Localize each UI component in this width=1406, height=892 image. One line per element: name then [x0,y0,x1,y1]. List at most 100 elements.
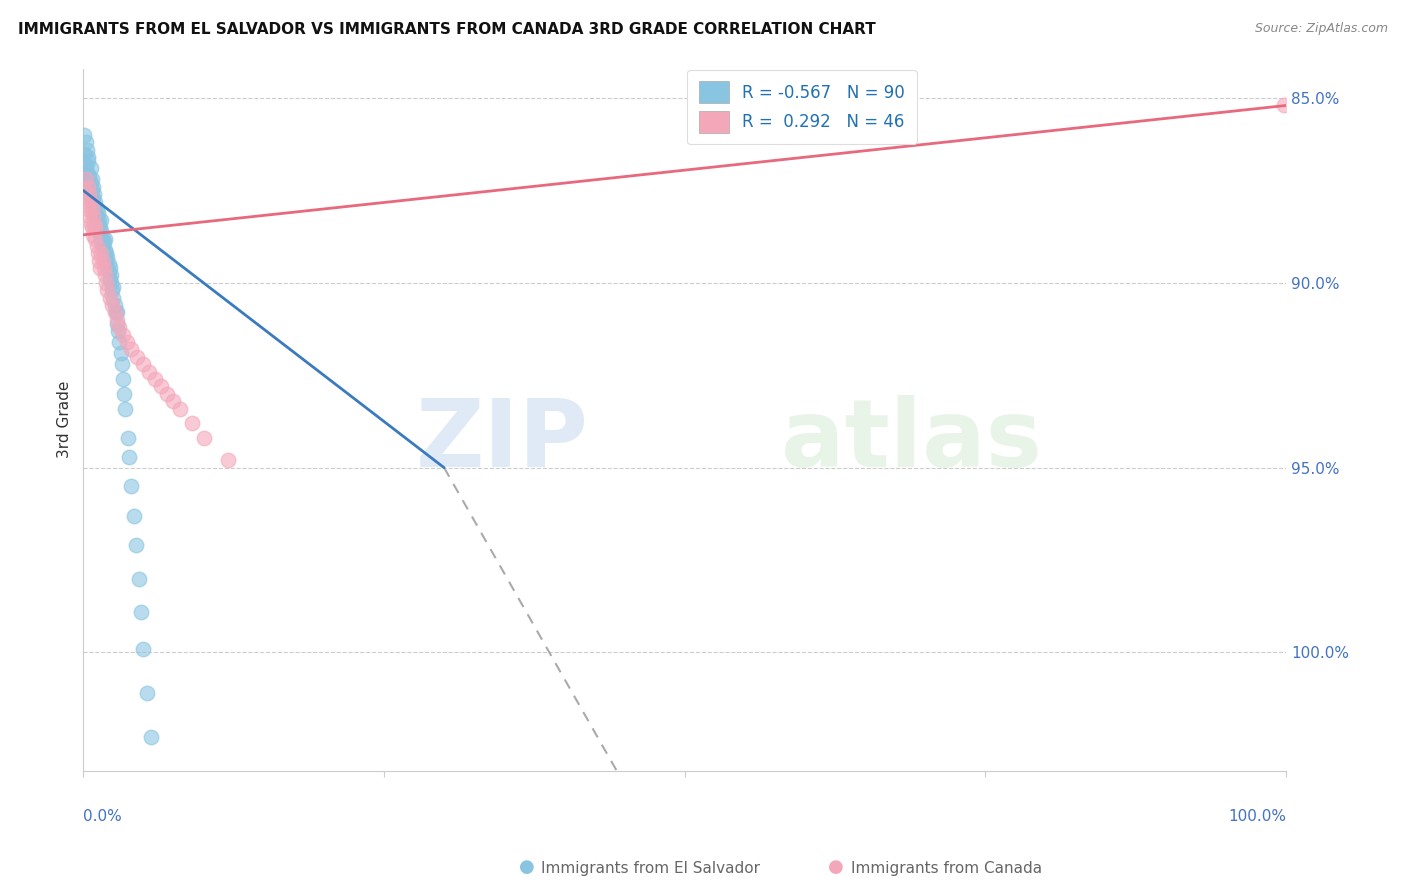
Point [79,169,101,183]
Point [94,250,117,264]
Point [77,150,100,164]
Point [79,179,101,194]
Point [111,357,134,371]
Point [94,243,117,257]
Point [82,210,104,224]
Point [83,217,105,231]
Point [90,213,112,227]
Point [145,782,167,797]
Point [100,268,122,283]
Text: ●: ● [519,858,534,876]
Point [87,217,110,231]
Point [94,231,117,245]
Point [77,202,100,216]
Point [84,194,107,209]
Point [103,279,125,293]
Point [82,191,104,205]
Point [139,731,162,745]
Point [128,572,150,586]
Point [73,128,96,142]
Point [180,417,202,431]
Point [94,268,117,283]
Point [84,205,107,219]
Point [75,165,97,179]
Point [115,334,138,349]
Point [79,176,101,190]
Point [138,365,160,379]
Point [91,231,114,245]
Point [103,291,125,305]
Text: IMMIGRANTS FROM EL SALVADOR VS IMMIGRANTS FROM CANADA 3RD GRADE CORRELATION CHAR: IMMIGRANTS FROM EL SALVADOR VS IMMIGRANT… [18,22,876,37]
Point [75,158,97,172]
Text: ●: ● [828,858,844,876]
Point [79,210,101,224]
Y-axis label: 3rd Grade: 3rd Grade [58,381,72,458]
Text: ZIP: ZIP [416,394,589,487]
Point [93,246,115,260]
Point [118,450,141,464]
Point [90,246,112,260]
Point [94,246,117,260]
Text: 0.0%: 0.0% [83,809,122,824]
Point [79,191,101,205]
Point [87,253,110,268]
Point [82,227,104,242]
Point [87,213,110,227]
Point [80,220,103,235]
Point [105,317,128,331]
Text: Immigrants from Canada: Immigrants from Canada [851,861,1042,876]
Point [93,261,115,276]
Text: atlas: atlas [780,394,1042,487]
Point [97,257,120,271]
Point [98,261,121,276]
Point [217,453,239,467]
Point [120,479,142,493]
Point [89,220,111,235]
Point [87,205,110,219]
Point [91,253,114,268]
Point [80,172,103,186]
Point [76,143,98,157]
Point [97,265,120,279]
Point [77,179,100,194]
Point [83,198,105,212]
Point [73,146,96,161]
Point [86,202,108,216]
Point [86,239,108,253]
Point [193,431,215,445]
Point [96,283,118,297]
Point [84,220,107,235]
Point [122,508,145,523]
Point [86,210,108,224]
Point [120,343,142,357]
Point [98,291,121,305]
Point [100,276,122,290]
Point [108,334,131,349]
Point [117,431,139,445]
Point [79,161,101,176]
Point [73,184,96,198]
Legend: R = -0.567   N = 90, R =  0.292   N = 46: R = -0.567 N = 90, R = 0.292 N = 46 [688,70,917,145]
Point [90,224,112,238]
Point [103,298,125,312]
Point [105,313,128,327]
Point [101,283,124,297]
Point [76,172,98,186]
Point [94,276,117,290]
Point [90,235,112,250]
Point [84,231,107,245]
Point [80,202,103,216]
Point [104,305,127,319]
Point [107,324,129,338]
Point [96,250,118,264]
Point [127,350,149,364]
Point [101,298,124,312]
Point [76,194,98,209]
Point [132,357,155,371]
Point [96,261,118,276]
Point [111,372,134,386]
Point [169,401,191,416]
Point [150,379,173,393]
Point [89,227,111,242]
Point [93,235,115,250]
